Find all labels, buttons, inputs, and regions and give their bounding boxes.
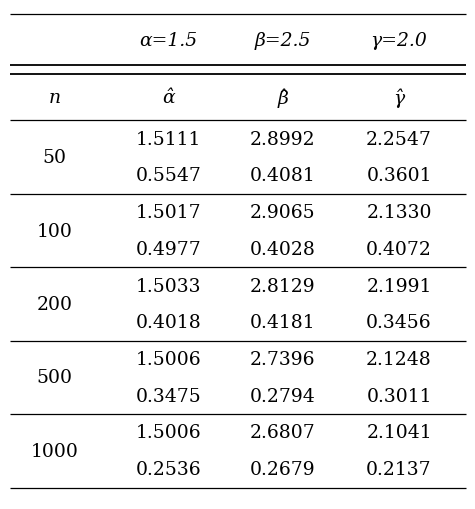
Text: β̂: β̂ — [277, 89, 288, 108]
Text: α=1.5: α=1.5 — [140, 32, 198, 50]
Text: γ̂: γ̂ — [393, 89, 405, 108]
Text: 0.3456: 0.3456 — [366, 314, 432, 332]
Text: 0.4018: 0.4018 — [136, 314, 201, 332]
Text: 1.5017: 1.5017 — [136, 204, 201, 222]
Text: 0.4028: 0.4028 — [250, 240, 315, 259]
Text: α̂: α̂ — [162, 89, 175, 107]
Text: 500: 500 — [37, 369, 73, 387]
Text: 2.2547: 2.2547 — [366, 130, 432, 149]
Text: β=2.5: β=2.5 — [255, 32, 311, 50]
Text: 2.1991: 2.1991 — [366, 277, 432, 295]
Text: 0.2794: 0.2794 — [250, 387, 315, 405]
Text: γ=2.0: γ=2.0 — [370, 32, 428, 50]
Text: 2.1041: 2.1041 — [366, 423, 432, 442]
Text: 0.3475: 0.3475 — [136, 387, 201, 405]
Text: 0.5547: 0.5547 — [136, 167, 201, 185]
Text: 0.4977: 0.4977 — [136, 240, 201, 259]
Text: 0.4081: 0.4081 — [250, 167, 315, 185]
Text: 0.2679: 0.2679 — [250, 460, 315, 478]
Text: 2.6807: 2.6807 — [250, 423, 315, 442]
Text: 200: 200 — [37, 295, 73, 314]
Text: 2.1330: 2.1330 — [366, 204, 432, 222]
Text: 1.5033: 1.5033 — [136, 277, 201, 295]
Text: 0.2137: 0.2137 — [366, 460, 432, 478]
Text: 2.7396: 2.7396 — [250, 350, 315, 369]
Text: 2.9065: 2.9065 — [250, 204, 315, 222]
Text: 2.1248: 2.1248 — [366, 350, 432, 369]
Text: 1000: 1000 — [31, 442, 78, 460]
Text: n: n — [48, 89, 61, 107]
Text: 1.5111: 1.5111 — [136, 130, 201, 149]
Text: 0.4072: 0.4072 — [366, 240, 432, 259]
Text: 50: 50 — [43, 149, 66, 167]
Text: 0.4181: 0.4181 — [250, 314, 315, 332]
Text: 0.3011: 0.3011 — [366, 387, 432, 405]
Text: 100: 100 — [37, 222, 73, 240]
Text: 1.5006: 1.5006 — [136, 350, 201, 369]
Text: 2.8129: 2.8129 — [250, 277, 315, 295]
Text: 0.3601: 0.3601 — [366, 167, 432, 185]
Text: 2.8992: 2.8992 — [250, 130, 315, 149]
Text: 1.5006: 1.5006 — [136, 423, 201, 442]
Text: 0.2536: 0.2536 — [136, 460, 201, 478]
